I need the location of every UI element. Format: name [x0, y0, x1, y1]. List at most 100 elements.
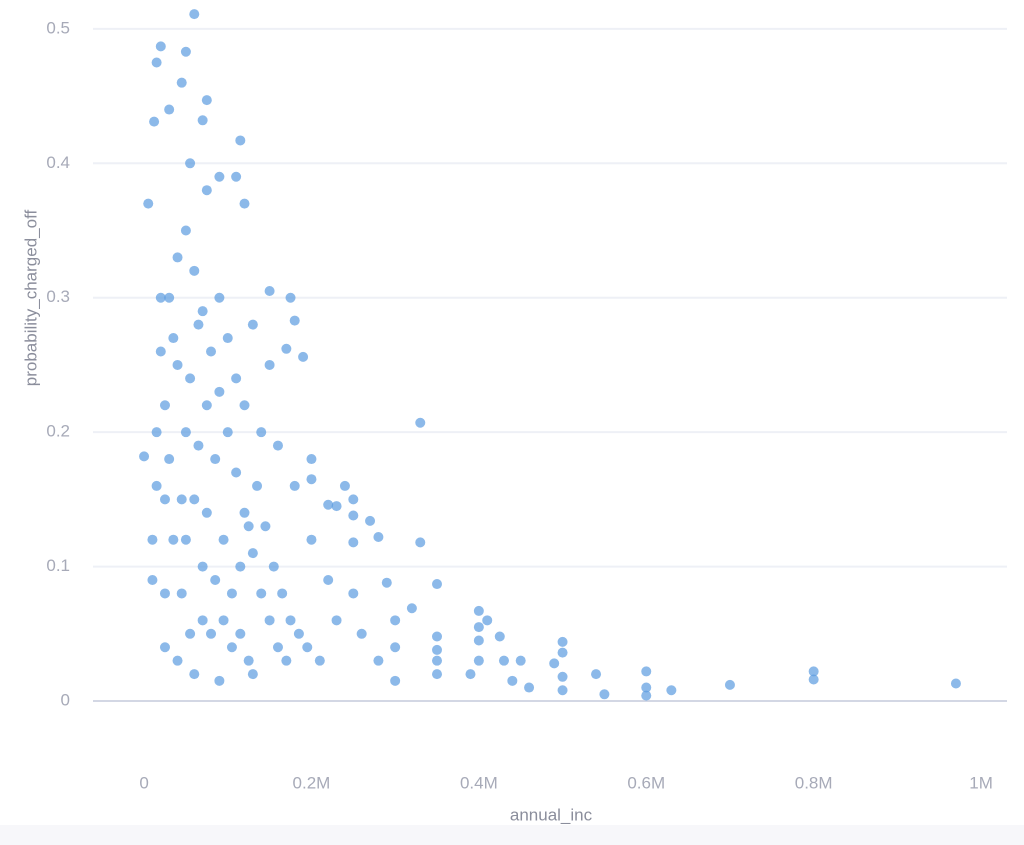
- point: [432, 644, 443, 655]
- point: [285, 615, 296, 626]
- point: [507, 675, 518, 686]
- point: [432, 655, 443, 666]
- point: [348, 510, 359, 521]
- point: [406, 603, 417, 614]
- x-tick-label: 0.6M: [627, 773, 665, 792]
- point: [356, 628, 367, 639]
- point: [549, 658, 560, 669]
- point: [390, 615, 401, 626]
- point: [176, 77, 187, 88]
- point: [151, 480, 162, 491]
- point: [289, 480, 300, 491]
- point: [214, 171, 225, 182]
- point: [226, 642, 237, 653]
- point: [151, 427, 162, 438]
- point: [268, 561, 279, 572]
- point: [348, 588, 359, 599]
- point: [155, 41, 166, 52]
- point: [432, 579, 443, 590]
- point: [185, 628, 196, 639]
- point: [172, 655, 183, 666]
- point: [214, 675, 225, 686]
- point: [214, 386, 225, 397]
- point: [164, 104, 175, 115]
- point: [180, 534, 191, 545]
- point: [189, 494, 200, 505]
- point: [494, 631, 505, 642]
- point: [214, 292, 225, 303]
- point: [314, 655, 325, 666]
- point: [189, 669, 200, 680]
- point: [293, 628, 304, 639]
- point: [193, 440, 204, 451]
- point: [168, 534, 179, 545]
- footer-strip: [0, 825, 1024, 845]
- point: [281, 343, 292, 354]
- point: [482, 615, 493, 626]
- point: [515, 655, 526, 666]
- y-axis-title: probability_charged_off: [21, 210, 40, 387]
- point: [432, 631, 443, 642]
- point: [206, 346, 217, 357]
- x-tick-label: 0.8M: [795, 773, 833, 792]
- point: [235, 561, 246, 572]
- point: [201, 95, 212, 106]
- point: [180, 225, 191, 236]
- point: [235, 135, 246, 146]
- point: [365, 515, 376, 526]
- point: [185, 373, 196, 384]
- point: [155, 292, 166, 303]
- point: [599, 689, 610, 700]
- point: [256, 427, 267, 438]
- y-tick-label: 0.2: [46, 422, 70, 441]
- point: [235, 628, 246, 639]
- point: [339, 480, 350, 491]
- point: [197, 115, 208, 126]
- point: [147, 534, 158, 545]
- point: [206, 628, 217, 639]
- point: [591, 669, 602, 680]
- point: [256, 588, 267, 599]
- point: [201, 185, 212, 196]
- point: [231, 467, 242, 478]
- x-tick-label: 0.2M: [293, 773, 331, 792]
- point: [243, 655, 254, 666]
- point: [147, 575, 158, 586]
- point: [272, 440, 283, 451]
- point: [197, 561, 208, 572]
- point: [373, 532, 384, 543]
- point: [285, 292, 296, 303]
- point: [272, 642, 283, 653]
- point: [239, 400, 250, 411]
- point: [193, 319, 204, 330]
- point: [222, 427, 233, 438]
- point: [277, 588, 288, 599]
- point: [557, 647, 568, 658]
- point: [239, 198, 250, 209]
- point: [159, 642, 170, 653]
- point: [641, 682, 652, 693]
- point: [180, 46, 191, 57]
- point: [323, 499, 334, 510]
- point: [348, 537, 359, 548]
- point: [415, 417, 426, 428]
- point: [808, 666, 819, 677]
- y-tick-label: 0.5: [46, 18, 70, 37]
- point: [239, 507, 250, 518]
- point: [264, 359, 275, 370]
- x-axis-title: annual_inc: [510, 805, 593, 824]
- point: [172, 359, 183, 370]
- point: [226, 588, 237, 599]
- y-tick-label: 0: [61, 690, 70, 709]
- point: [218, 615, 229, 626]
- point: [331, 501, 342, 512]
- point: [641, 666, 652, 677]
- point: [201, 507, 212, 518]
- point: [524, 682, 535, 693]
- point: [176, 588, 187, 599]
- point: [176, 494, 187, 505]
- point: [557, 671, 568, 682]
- point: [172, 252, 183, 263]
- y-tick-label: 0.3: [46, 287, 70, 306]
